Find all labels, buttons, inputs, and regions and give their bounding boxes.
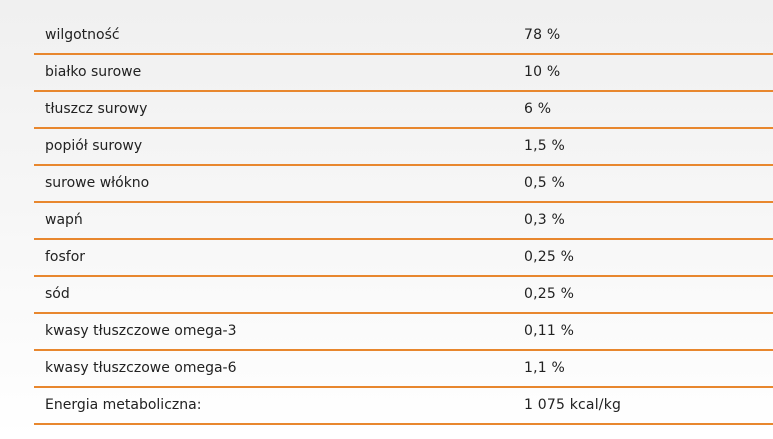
nutrient-name: kwasy tłuszczowe omega-3 bbox=[34, 313, 513, 351]
nutrient-value: 78 % bbox=[513, 18, 773, 55]
table-row: kwasy tłuszczowe omega-6 1,1 % bbox=[34, 350, 773, 388]
nutrition-table: wilgotność 78 % białko surowe 10 % tłusz… bbox=[34, 18, 773, 425]
nutrient-name: kwasy tłuszczowe omega-6 bbox=[34, 350, 513, 388]
table-row: kwasy tłuszczowe omega-3 0,11 % bbox=[34, 313, 773, 351]
table-row: fosfor 0,25 % bbox=[34, 239, 773, 277]
table-row: białko surowe 10 % bbox=[34, 54, 773, 92]
nutrient-value: 0,3 % bbox=[513, 202, 773, 240]
nutrient-name: tłuszcz surowy bbox=[34, 91, 513, 129]
nutrient-name: sód bbox=[34, 276, 513, 314]
table-row: Energia metaboliczna: 1 075 kcal/kg bbox=[34, 387, 773, 425]
table-row: sód 0,25 % bbox=[34, 276, 773, 314]
nutrient-name: fosfor bbox=[34, 239, 513, 277]
table-row: popiół surowy 1,5 % bbox=[34, 128, 773, 166]
nutrient-name: popiół surowy bbox=[34, 128, 513, 166]
nutrient-name: Energia metaboliczna: bbox=[34, 387, 513, 425]
nutrient-value: 6 % bbox=[513, 91, 773, 129]
table-row: tłuszcz surowy 6 % bbox=[34, 91, 773, 129]
table-row: surowe włókno 0,5 % bbox=[34, 165, 773, 203]
nutrient-name: surowe włókno bbox=[34, 165, 513, 203]
nutrient-value: 0,25 % bbox=[513, 239, 773, 277]
nutrient-value: 0,11 % bbox=[513, 313, 773, 351]
nutrient-name: wilgotność bbox=[34, 18, 513, 55]
nutrient-value: 1,1 % bbox=[513, 350, 773, 388]
nutrient-name: białko surowe bbox=[34, 54, 513, 92]
nutrient-value: 0,5 % bbox=[513, 165, 773, 203]
table-row: wapń 0,3 % bbox=[34, 202, 773, 240]
nutrient-name: wapń bbox=[34, 202, 513, 240]
nutrient-value: 10 % bbox=[513, 54, 773, 92]
nutrient-value: 0,25 % bbox=[513, 276, 773, 314]
nutrition-table-container: wilgotność 78 % białko surowe 10 % tłusz… bbox=[34, 18, 773, 425]
table-row: wilgotność 78 % bbox=[34, 18, 773, 55]
nutrient-value: 1,5 % bbox=[513, 128, 773, 166]
nutrient-value: 1 075 kcal/kg bbox=[513, 387, 773, 425]
